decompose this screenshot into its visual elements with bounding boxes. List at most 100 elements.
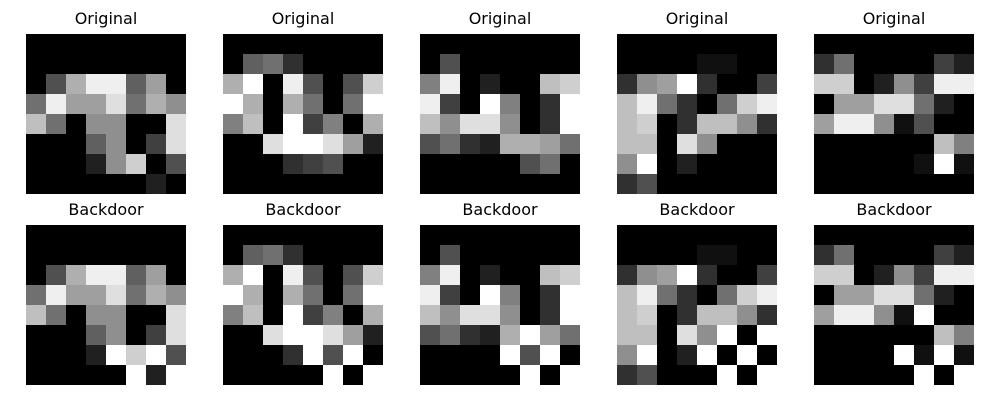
pixel-cell — [834, 265, 854, 285]
pixel-cell — [560, 94, 580, 114]
pixel-cell — [166, 325, 186, 345]
pixel-cell — [757, 325, 777, 345]
pixel-cell — [874, 54, 894, 74]
pixel-cell — [894, 345, 914, 365]
pixel-cell — [460, 245, 480, 265]
pixel-cell — [500, 54, 520, 74]
pixel-cell — [66, 154, 86, 174]
pixel-cell — [420, 225, 440, 245]
pixel-cell — [440, 74, 460, 94]
pixel-cell — [717, 74, 737, 94]
pixel-cell — [26, 134, 46, 154]
pixel-cell — [814, 94, 834, 114]
pixel-cell — [420, 34, 440, 54]
pixel-cell — [520, 174, 540, 194]
pixel-cell — [303, 154, 323, 174]
pixel-cell — [677, 54, 697, 74]
pixel-cell — [283, 325, 303, 345]
pixel-cell — [834, 154, 854, 174]
pixel-cell — [243, 54, 263, 74]
pixel-cell — [420, 74, 440, 94]
pixel-cell — [363, 74, 383, 94]
pixel-cell — [343, 265, 363, 285]
pixel-cell — [934, 245, 954, 265]
pixel-cell — [717, 245, 737, 265]
pixel-cell — [500, 114, 520, 134]
pixel-cell — [303, 285, 323, 305]
pixel-cell — [637, 134, 657, 154]
pixel-cell — [283, 265, 303, 285]
pixel-cell — [757, 34, 777, 54]
pixel-cell — [66, 114, 86, 134]
pixel-cell — [343, 94, 363, 114]
pixel-cell — [677, 154, 697, 174]
pixel-cell — [46, 174, 66, 194]
pixel-cell — [66, 265, 86, 285]
pixel-grid — [26, 34, 186, 194]
pixel-cell — [874, 134, 894, 154]
pixel-cell — [283, 34, 303, 54]
pixel-cell — [46, 365, 66, 385]
pixel-cell — [617, 345, 637, 365]
pixel-cell — [814, 34, 834, 54]
pixel-cell — [540, 325, 560, 345]
pixel-cell — [954, 265, 974, 285]
panel-title: Original — [26, 9, 186, 29]
pixel-cell — [637, 154, 657, 174]
pixel-cell — [243, 114, 263, 134]
pixel-cell — [500, 74, 520, 94]
pixel-cell — [677, 245, 697, 265]
pixel-cell — [954, 345, 974, 365]
pixel-cell — [460, 74, 480, 94]
pixel-cell — [954, 134, 974, 154]
pixel-cell — [480, 154, 500, 174]
pixel-cell — [814, 245, 834, 265]
pixel-cell — [126, 154, 146, 174]
pixel-cell — [617, 114, 637, 134]
pixel-cell — [363, 225, 383, 245]
pixel-cell — [46, 94, 66, 114]
pixel-cell — [66, 345, 86, 365]
pixel-cell — [500, 94, 520, 114]
pixel-cell — [757, 74, 777, 94]
pixel-cell — [717, 285, 737, 305]
pixel-cell — [560, 54, 580, 74]
pixel-cell — [243, 134, 263, 154]
pixel-cell — [480, 245, 500, 265]
pixel-cell — [737, 154, 757, 174]
pixel-cell — [223, 365, 243, 385]
pixel-cell — [737, 94, 757, 114]
pixel-cell — [363, 285, 383, 305]
pixel-cell — [934, 154, 954, 174]
pixel-cell — [737, 54, 757, 74]
panel-title: Original — [420, 9, 580, 29]
pixel-cell — [343, 114, 363, 134]
pixel-cell — [126, 94, 146, 114]
pixel-cell — [540, 265, 560, 285]
pixel-cell — [343, 305, 363, 325]
pixel-cell — [343, 174, 363, 194]
pixel-cell — [460, 285, 480, 305]
pixel-cell — [126, 265, 146, 285]
pixel-cell — [263, 54, 283, 74]
pixel-cell — [323, 54, 343, 74]
pixel-cell — [717, 225, 737, 245]
pixel-cell — [126, 174, 146, 194]
pixel-cell — [617, 245, 637, 265]
pixel-cell — [303, 265, 323, 285]
pixel-cell — [480, 114, 500, 134]
pixel-cell — [657, 54, 677, 74]
pixel-cell — [243, 154, 263, 174]
pixel-cell — [243, 94, 263, 114]
pixel-cell — [440, 225, 460, 245]
pixel-cell — [520, 154, 540, 174]
pixel-cell — [86, 365, 106, 385]
pixel-cell — [420, 54, 440, 74]
pixel-cell — [677, 325, 697, 345]
pixel-cell — [283, 174, 303, 194]
pixel-cell — [480, 345, 500, 365]
pixel-cell — [834, 245, 854, 265]
pixel-cell — [46, 114, 66, 134]
pixel-cell — [106, 305, 126, 325]
pixel-cell — [854, 94, 874, 114]
